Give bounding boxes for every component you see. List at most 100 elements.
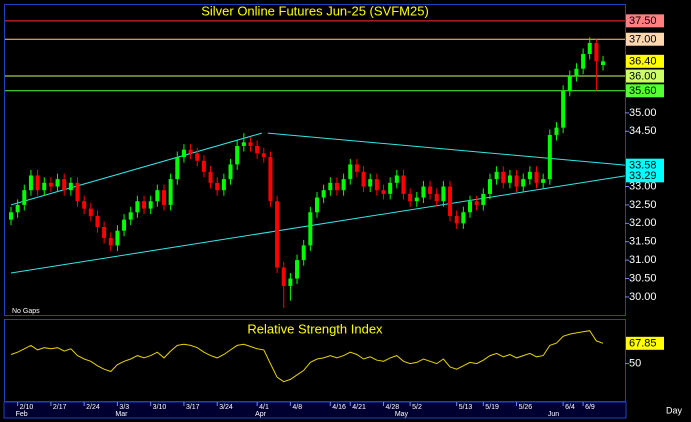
- candle-body: [281, 267, 286, 286]
- candle-body: [587, 42, 592, 54]
- candle-body: [448, 186, 453, 216]
- candle-body: [408, 193, 413, 202]
- candle-body: [275, 201, 280, 268]
- x-tick-label: 5/19: [485, 404, 499, 411]
- candle-body: [142, 201, 147, 209]
- chart-title: Silver Online Futures Jun-25 (SVFM25): [201, 3, 429, 18]
- candle-body: [487, 179, 492, 194]
- candle-body: [601, 61, 606, 66]
- candle-body: [501, 171, 506, 183]
- y-tick-label: 35.00: [629, 107, 657, 119]
- candle-body: [82, 201, 87, 209]
- candle-body: [567, 76, 572, 91]
- x-tick-label: 3/17: [186, 404, 200, 411]
- trendline: [267, 132, 626, 166]
- x-tick-label: 4/21: [352, 404, 366, 411]
- rsi-title: Relative Strength Index: [247, 321, 383, 336]
- candle-body: [401, 175, 406, 194]
- y-tick-label: 30.00: [629, 291, 657, 303]
- candle-body: [594, 42, 599, 62]
- candle-body: [8, 212, 13, 220]
- candle-body: [474, 201, 479, 205]
- x-tick-label: 4/1: [259, 404, 269, 411]
- candle-body: [295, 260, 300, 279]
- candle-body: [215, 182, 220, 191]
- candle-body: [228, 164, 233, 180]
- candle-body: [255, 146, 260, 154]
- candle-body: [288, 278, 293, 286]
- level-label: 36.00: [629, 70, 657, 82]
- candle-body: [268, 157, 273, 202]
- x-tick-label: 5/26: [519, 404, 533, 411]
- candle-body: [181, 149, 186, 158]
- candle-body: [381, 190, 386, 194]
- level-label: 37.00: [629, 34, 657, 46]
- x-tick-label: 2/24: [86, 404, 100, 411]
- y-tick-label: 32.50: [629, 199, 657, 211]
- candle-body: [122, 219, 127, 231]
- x-axis-label: Day: [666, 405, 683, 415]
- level-box: [626, 169, 664, 183]
- candle-body: [321, 190, 326, 198]
- candle-body: [388, 182, 393, 194]
- candle-body: [22, 190, 27, 205]
- candle-body: [28, 175, 33, 191]
- rsi-last-label: 67.85: [629, 338, 657, 350]
- main-frame: [4, 4, 626, 316]
- candle-body: [308, 212, 313, 246]
- candle-body: [354, 164, 359, 172]
- candle-body: [201, 160, 206, 172]
- mode-label: No Gaps: [12, 308, 40, 315]
- candle-body: [35, 175, 40, 191]
- candle-body: [175, 157, 180, 180]
- candle-body: [527, 171, 532, 180]
- y-tick-label: 32.00: [629, 217, 657, 229]
- month-label: Apr: [255, 411, 267, 418]
- level-box: [626, 54, 664, 68]
- y-tick-label: 31.50: [629, 236, 657, 248]
- candle-body: [115, 230, 120, 246]
- x-tick-label: 3/3: [119, 404, 129, 411]
- candle-body: [521, 179, 526, 187]
- x-tick-label: 2/10: [20, 404, 34, 411]
- candle-body: [361, 171, 366, 187]
- candle-body: [421, 186, 426, 198]
- candle-body: [68, 182, 73, 191]
- candle-body: [574, 68, 579, 77]
- y-tick-label: 50: [629, 357, 641, 369]
- rsi-line: [10, 330, 604, 383]
- candle-body: [148, 201, 153, 209]
- candle-body: [554, 127, 559, 135]
- y-tick-label: 34.50: [629, 125, 657, 137]
- candle-body: [248, 142, 253, 147]
- candle-body: [168, 179, 173, 205]
- level-label: 37.50: [629, 15, 657, 27]
- candle-body: [102, 227, 107, 239]
- x-tick-label: 4/8: [292, 404, 302, 411]
- candle-body: [334, 182, 339, 191]
- y-tick-label: 31.00: [629, 254, 657, 266]
- candle-body: [301, 245, 306, 261]
- candle-body: [394, 175, 399, 183]
- candle-body: [454, 215, 459, 224]
- candle-body: [314, 197, 319, 213]
- y-tick-label: 30.50: [629, 272, 657, 284]
- candle-body: [128, 212, 133, 220]
- rsi-last-box: [626, 336, 664, 350]
- level-box: [626, 158, 664, 172]
- x-tick-label: 3/10: [153, 404, 167, 411]
- level-label: 35.60: [629, 85, 657, 97]
- candle-body: [468, 201, 472, 213]
- candle-body: [208, 171, 213, 183]
- level-box: [626, 84, 664, 98]
- candle-body: [494, 171, 499, 180]
- level-label: 33.29: [629, 170, 657, 182]
- trendline: [10, 175, 626, 274]
- candle-body: [155, 190, 160, 202]
- candle-body: [161, 190, 166, 205]
- candle-body: [261, 153, 266, 158]
- month-label: Jun: [548, 411, 559, 418]
- candle-body: [221, 179, 226, 191]
- candle-body: [95, 215, 100, 228]
- candle-body: [42, 182, 47, 191]
